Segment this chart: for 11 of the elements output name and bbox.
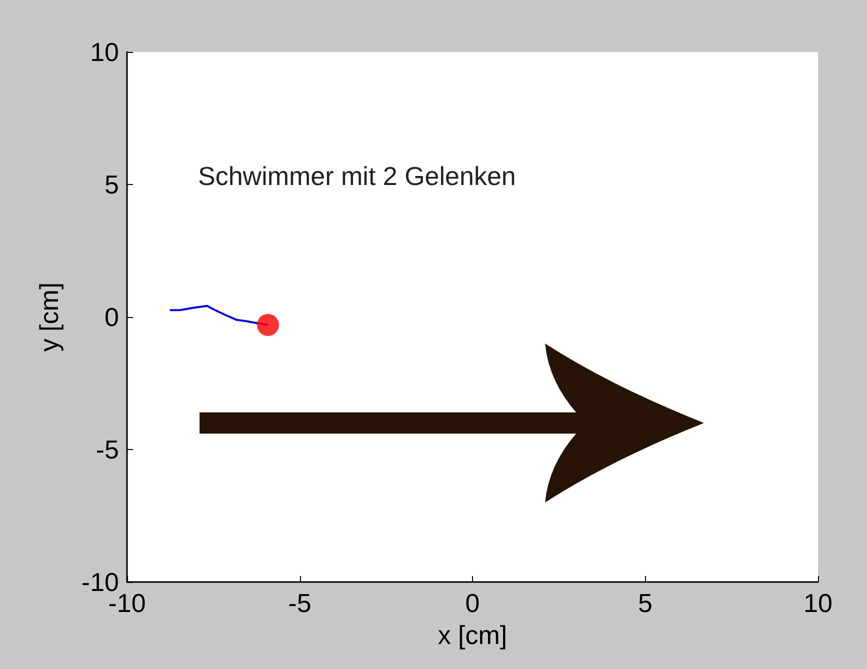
x-tick-label: 0 — [465, 588, 480, 618]
annotation: Schwimmer mit 2 Gelenken — [198, 161, 516, 191]
y-axis-title: y [cm] — [34, 282, 64, 352]
y-tick-label: 10 — [90, 37, 119, 67]
x-axis-title: x [cm] — [438, 620, 508, 650]
x-tick-label: 10 — [804, 588, 832, 618]
x-tick-label: 5 — [638, 588, 652, 618]
y-tick-label: -5 — [96, 434, 119, 464]
y-tick-label: 0 — [104, 302, 119, 332]
x-tick-label: -5 — [288, 588, 312, 618]
y-tick-label: 5 — [104, 170, 119, 200]
